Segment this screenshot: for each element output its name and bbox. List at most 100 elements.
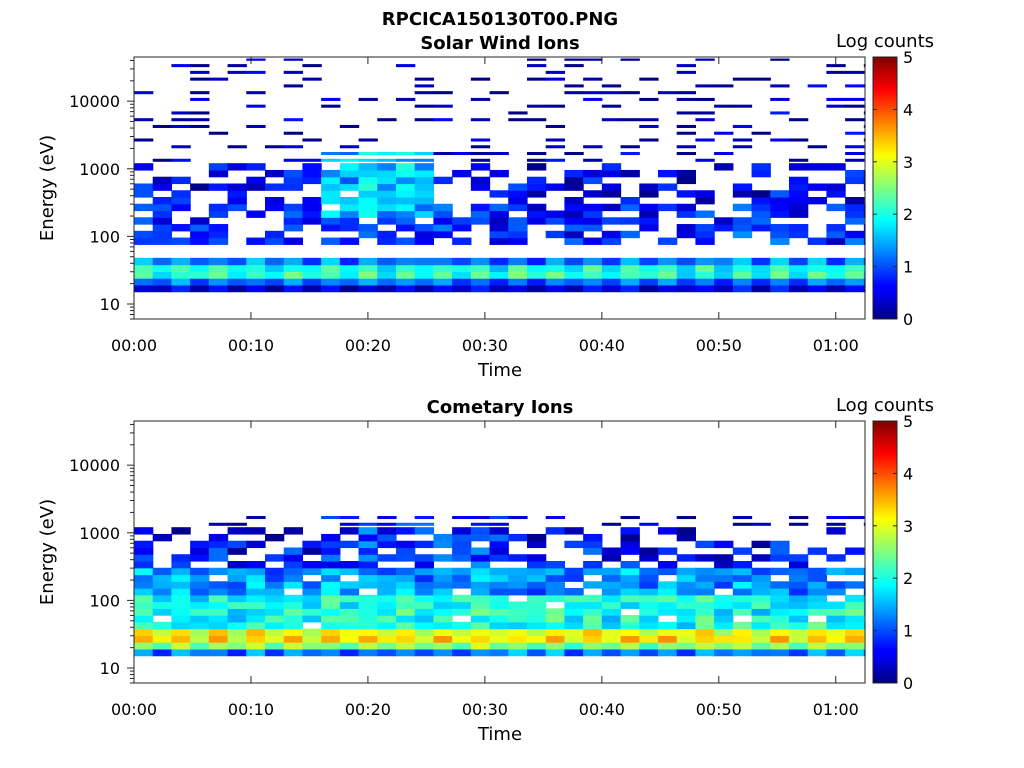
spectrogram-cell — [845, 176, 865, 185]
spectrogram-cell — [676, 642, 696, 650]
spectrogram-cell — [171, 588, 191, 596]
spectrogram-cell — [583, 635, 603, 643]
spectrogram-cell — [676, 91, 696, 95]
spectrogram-cell — [246, 104, 266, 108]
spectrogram-cell — [620, 533, 640, 542]
spectrogram-cell — [395, 588, 416, 596]
spectrogram-cell — [545, 642, 566, 650]
spectrogram-cell — [564, 197, 584, 205]
spectrogram-cell — [134, 118, 154, 122]
spectrogram-cell — [695, 210, 715, 218]
spectrogram-cell — [339, 522, 360, 526]
spectrogram-cell — [395, 203, 416, 212]
spectrogram-cell — [171, 124, 191, 128]
spectrogram-cell — [620, 567, 640, 576]
spectrogram-cell — [788, 648, 809, 657]
spectrogram-cell — [433, 628, 453, 636]
spectrogram-cell — [676, 278, 696, 286]
spectrogram-cell — [695, 158, 715, 162]
x-axis-label-cometary: Time — [477, 724, 522, 745]
spectrogram-cell — [489, 210, 509, 218]
spectrogram-cell — [676, 257, 696, 266]
spectrogram-cell — [377, 163, 397, 171]
spectrogram-cometary — [134, 516, 866, 657]
spectrogram-cell — [826, 64, 846, 68]
axes-cometary: 00:00 00:10 00:20 00:30 00:40 00:50 01:00 10 100… — [69, 421, 859, 719]
spectrogram-cell — [583, 97, 603, 101]
spectrogram-cell — [134, 601, 154, 609]
spectrogram-cell — [377, 118, 397, 122]
spectrogram-cell — [433, 257, 453, 266]
spectrogram-cell — [751, 271, 771, 279]
spectrogram-cell — [508, 197, 528, 205]
spectrogram-cell — [227, 64, 247, 68]
spectrogram-cell — [526, 58, 547, 61]
spectrogram-cell — [788, 581, 809, 589]
spectrogram-cell — [807, 601, 827, 609]
spectrogram-cell — [489, 169, 509, 178]
spectrogram-cell — [826, 264, 846, 272]
spectrogram-cell — [695, 97, 715, 101]
spectrogram-cell — [770, 237, 790, 245]
spectrogram-cell — [208, 635, 229, 643]
spectrogram-cell — [770, 601, 790, 609]
spectrogram-cell — [452, 567, 472, 576]
spectrogram-cell — [283, 601, 304, 609]
spectrogram-cell — [639, 522, 659, 526]
colorbar-tick-label: 3 — [903, 153, 913, 172]
spectrogram-cell — [265, 642, 285, 650]
spectrogram-cell — [826, 271, 846, 279]
spectrogram-cell — [190, 588, 210, 596]
spectrogram-cell — [265, 615, 285, 623]
spectrogram-cell — [845, 97, 865, 101]
spectrogram-cell — [358, 533, 378, 542]
spectrogram-cell — [208, 588, 229, 596]
spectrogram-cell — [395, 278, 416, 286]
spectrogram-cell — [489, 516, 509, 520]
spectrogram-cell — [695, 635, 715, 643]
spectrogram-cell — [676, 145, 696, 149]
spectrogram-cell — [265, 567, 285, 576]
spectrogram-cell — [583, 628, 603, 636]
spectrogram-cell — [845, 257, 865, 266]
spectrogram-cell — [676, 608, 696, 616]
x-tick-label: 00:20 — [345, 700, 391, 719]
spectrogram-cell — [470, 608, 491, 616]
spectrogram-cell — [545, 230, 566, 239]
spectrogram-cell — [452, 601, 472, 609]
spectrogram-cell — [358, 264, 378, 272]
spectrogram-cell — [452, 533, 472, 542]
spectrogram-cell — [339, 284, 360, 293]
spectrogram-cell — [826, 628, 846, 636]
spectrogram-cell — [190, 594, 210, 603]
spectrogram-cell — [302, 264, 322, 272]
spectrogram-cell — [545, 70, 566, 74]
spectrogram-cell — [227, 190, 247, 198]
spectrogram-cell — [845, 581, 865, 589]
spectrogram-cell — [152, 284, 173, 293]
spectrogram-cell — [788, 158, 809, 162]
spectrogram-cell — [190, 567, 210, 576]
spectrogram-cell — [788, 574, 809, 582]
spectrogram-cell — [620, 594, 640, 603]
spectrogram-cell — [452, 628, 472, 636]
spectrogram-cell — [489, 581, 509, 589]
spectrogram-cell — [583, 145, 603, 149]
spectrogram-cell — [283, 264, 304, 272]
spectrogram-cell — [676, 124, 696, 128]
spectrogram-cell — [657, 91, 678, 95]
spectrogram-cell — [171, 561, 191, 569]
spectrogram-cell — [208, 278, 229, 286]
spectrogram-cell — [452, 594, 472, 603]
spectrogram-cell — [171, 176, 191, 185]
spectrogram-cell — [134, 648, 154, 657]
spectrogram-cell — [152, 176, 173, 185]
spectrogram-cell — [190, 77, 210, 81]
spectrogram-cell — [470, 284, 491, 293]
spectrogram-cell — [564, 152, 584, 156]
spectrogram-cell — [152, 237, 173, 245]
spectrogram-cell — [265, 230, 285, 239]
spectrogram-cell — [358, 169, 378, 178]
spectrogram-cell — [283, 58, 304, 61]
spectrogram-cell — [770, 210, 790, 218]
